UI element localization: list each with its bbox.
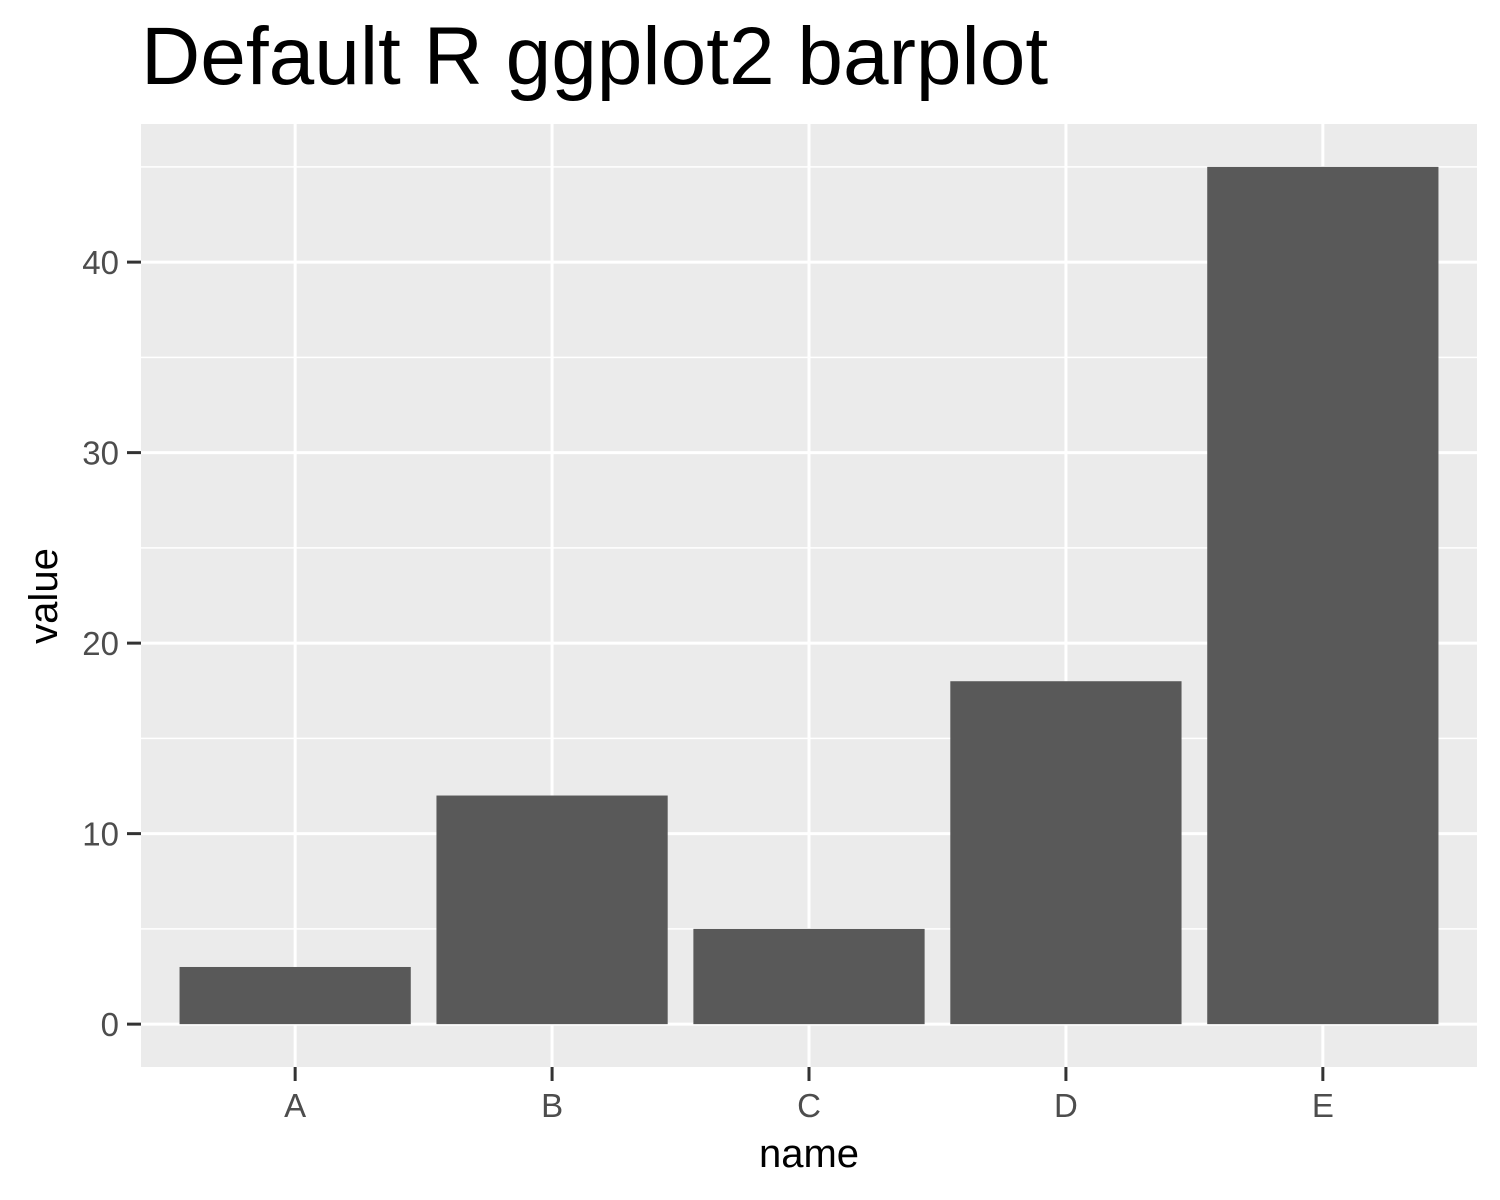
chart-title: Default R ggplot2 barplot: [141, 11, 1048, 102]
bar-d: [950, 681, 1182, 1025]
x-tick-label: D: [1054, 1087, 1078, 1124]
bar-b: [436, 795, 668, 1025]
y-tick-label: 10: [82, 816, 119, 853]
x-tick-label: C: [797, 1087, 821, 1124]
x-tick-label: A: [284, 1087, 306, 1124]
bars: [179, 166, 1439, 1025]
x-axis-title: name: [759, 1132, 859, 1176]
y-axis-title: value: [22, 548, 66, 644]
x-tick-label: E: [1312, 1087, 1334, 1124]
y-axis-ticks: 0 10 20 30 40: [82, 244, 141, 1043]
y-tick-label: 30: [82, 435, 119, 472]
bar-c: [693, 928, 925, 1025]
y-tick-label: 0: [101, 1006, 119, 1043]
bar-a: [179, 966, 411, 1025]
bar-e: [1207, 166, 1439, 1025]
y-tick-label: 40: [82, 244, 119, 281]
y-tick-label: 20: [82, 625, 119, 662]
x-tick-label: B: [541, 1087, 563, 1124]
x-axis-ticks: A B C D E: [284, 1067, 1334, 1124]
